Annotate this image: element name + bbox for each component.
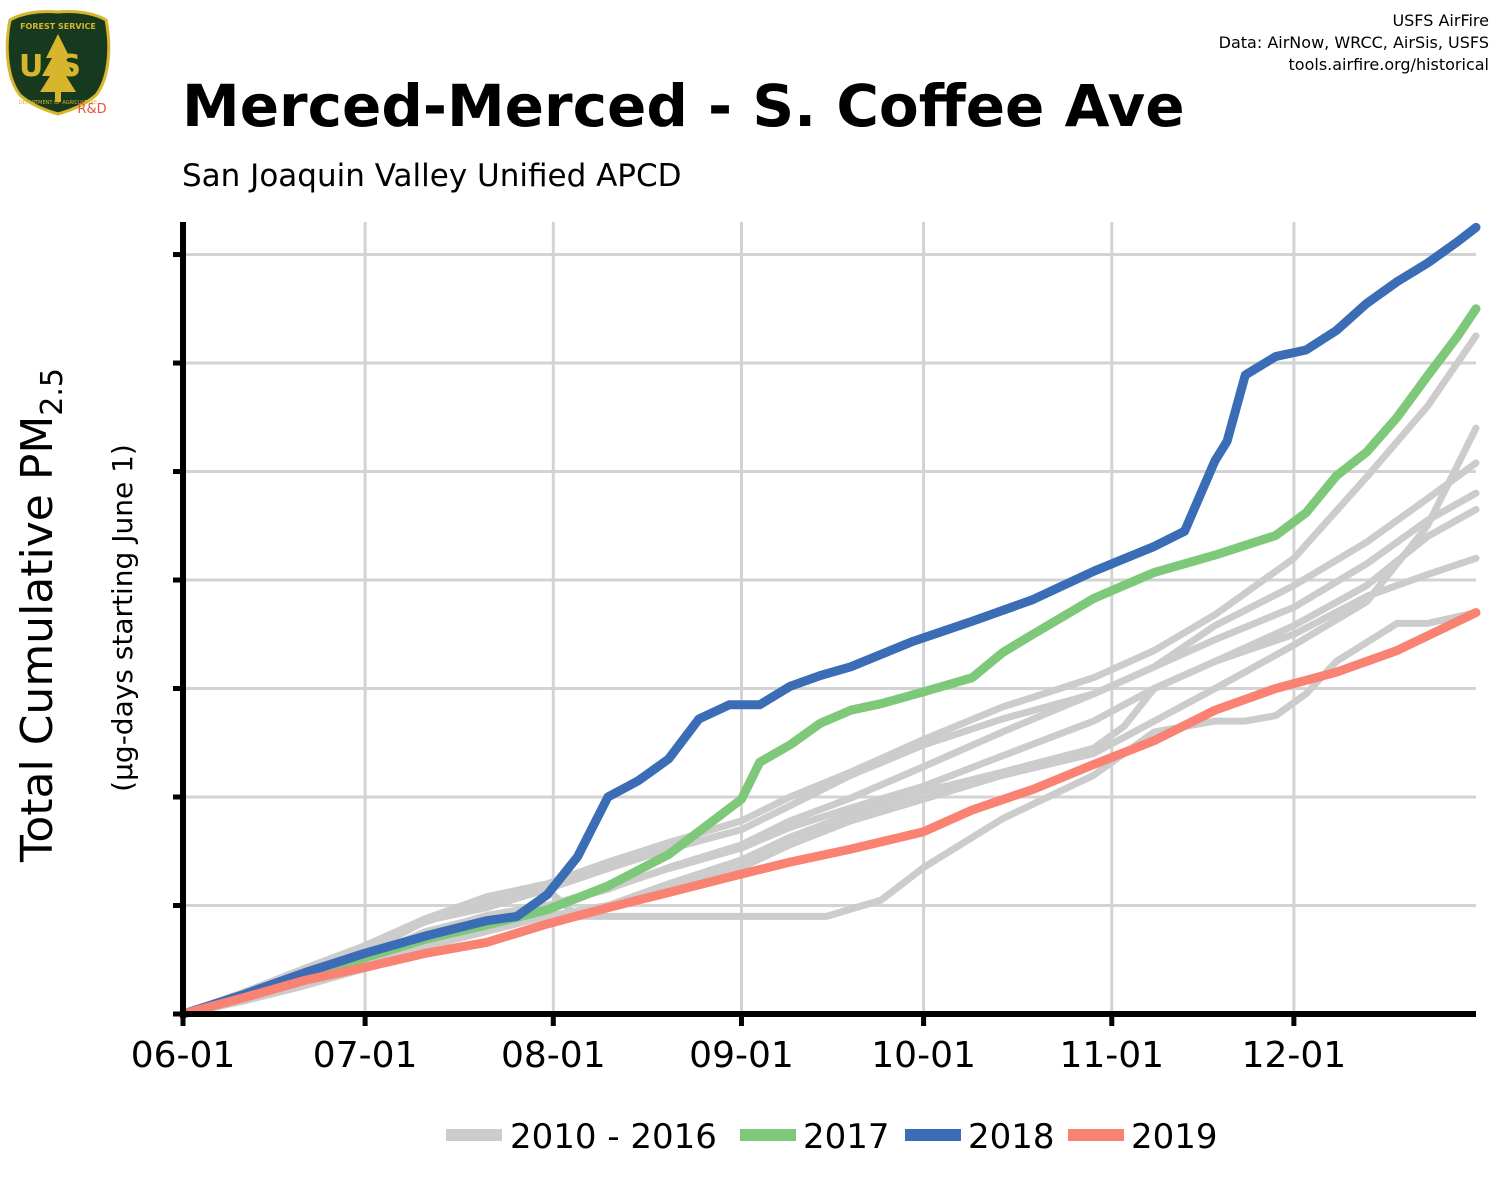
x-tick-label-11-01: 11-01 bbox=[1059, 1035, 1164, 1076]
series-line-2018 bbox=[178, 222, 1481, 1019]
historical-line-3 bbox=[179, 489, 1480, 1018]
credit-line-1: USFS AirFire bbox=[1392, 11, 1489, 30]
x-tick-label-06-01: 06-01 bbox=[131, 1035, 236, 1076]
x-tick-label-08-01: 08-01 bbox=[501, 1035, 606, 1076]
y-axis-label: Total Cumulative PM2.5 bbox=[12, 368, 70, 863]
logo-tag: R&D bbox=[77, 102, 106, 117]
legend-label-3: 2018 bbox=[968, 1117, 1055, 1157]
logo-letters: US bbox=[19, 49, 97, 84]
y-axis-label-main: Total Cumulative PM bbox=[12, 416, 63, 863]
legend: 2010 - 2016 2017 2018 2019 bbox=[446, 1117, 1218, 1157]
page-title: Merced-Merced - S. Coffee Ave bbox=[182, 72, 1185, 140]
logo-top-text: FOREST SERVICE bbox=[20, 22, 96, 31]
x-tick-label-10-01: 10-01 bbox=[871, 1035, 976, 1076]
x-tick-label-12-01: 12-01 bbox=[1242, 1035, 1347, 1076]
credit-line-3: tools.airfire.org/historical bbox=[1289, 55, 1489, 74]
legend-label-4: 2019 bbox=[1131, 1117, 1218, 1157]
credit-line-2: Data: AirNow, WRCC, AirSis, USFS bbox=[1219, 33, 1489, 52]
historical-line-7 bbox=[179, 609, 1480, 1018]
y-axis-label-subscript: 2.5 bbox=[35, 368, 70, 416]
legend-label-1: 2010 - 2016 bbox=[510, 1117, 717, 1157]
x-tick-label-09-01: 09-01 bbox=[689, 1035, 794, 1076]
tree-trunk-icon bbox=[55, 92, 61, 102]
legend-label-2: 2017 bbox=[803, 1117, 890, 1157]
axes bbox=[173, 222, 1476, 1026]
y-axis-note: (µg-days starting June 1) bbox=[106, 444, 139, 792]
series-lines bbox=[178, 222, 1481, 1019]
historical-line-1 bbox=[179, 459, 1480, 1018]
series-line-2017 bbox=[178, 304, 1481, 1019]
logo-bottom-text: DEPARTMENT OF AGRICULTURE bbox=[19, 100, 97, 106]
forest-service-logo: FOREST SERVICE US DEPARTMENT OF AGRICULT… bbox=[5, 10, 111, 117]
series-line-2019 bbox=[178, 608, 1481, 1019]
grid bbox=[183, 222, 1476, 1014]
x-tick-label-07-01: 07-01 bbox=[313, 1035, 418, 1076]
x-tick-labels: 06-01 07-01 08-01 09-01 10-01 11-01 12-01 bbox=[131, 1035, 1346, 1076]
page-subtitle: San Joaquin Valley Unified APCD bbox=[182, 158, 682, 194]
tree-icon bbox=[40, 34, 76, 92]
